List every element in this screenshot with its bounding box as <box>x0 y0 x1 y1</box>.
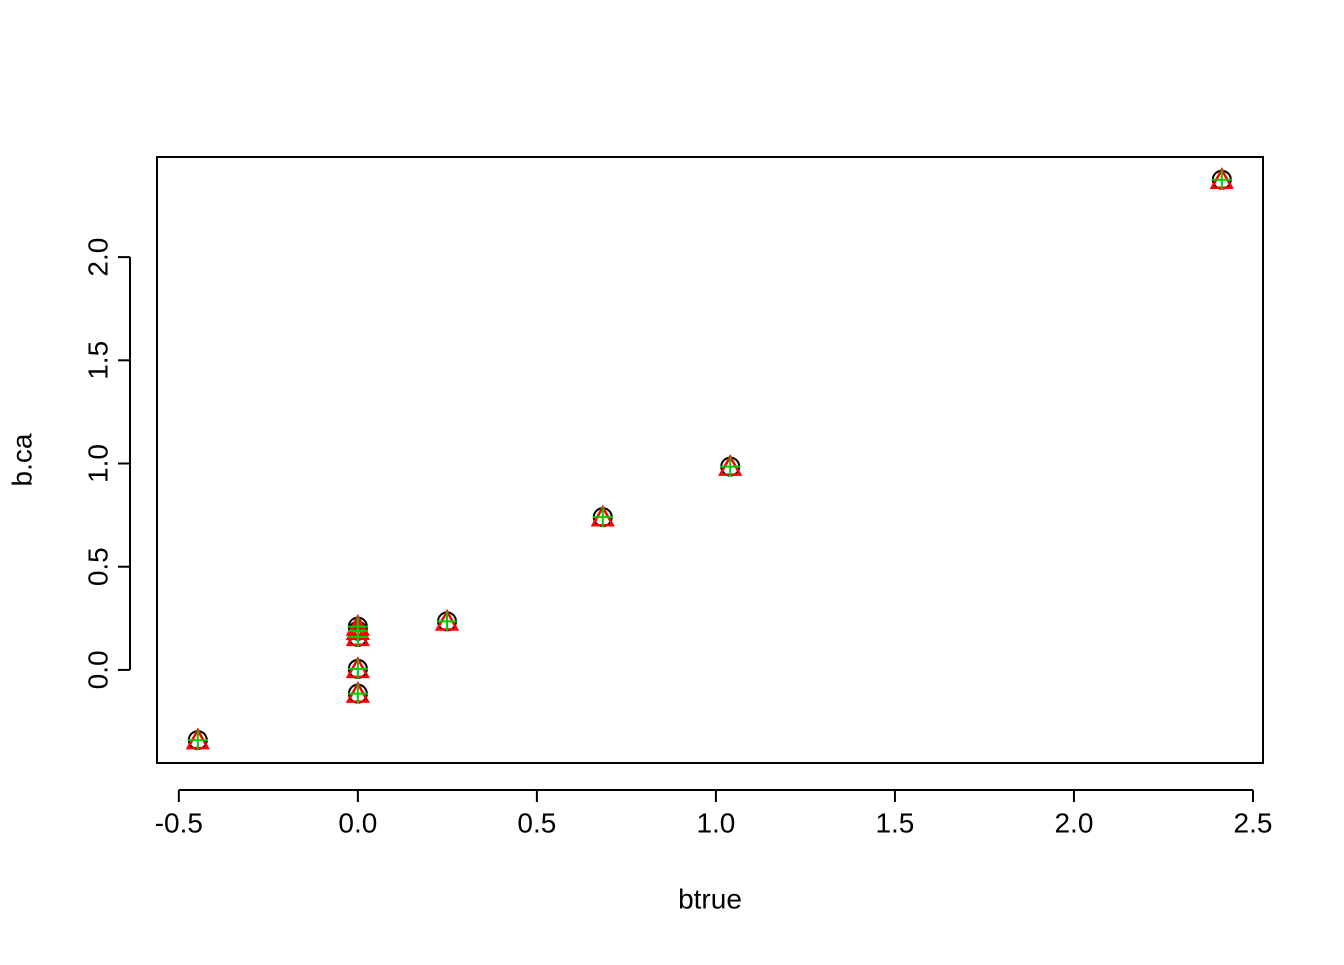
x-tick-label: -0.5 <box>155 807 203 838</box>
y-tick-label: 0.0 <box>82 650 113 689</box>
y-axis-label: b.ca <box>6 433 37 486</box>
x-tick-label: 2.0 <box>1054 807 1093 838</box>
point-plus <box>347 683 368 704</box>
x-tick-label: 2.5 <box>1234 807 1273 838</box>
x-tick-label: 1.5 <box>875 807 914 838</box>
x-axis-label: btrue <box>678 883 742 914</box>
point-plus <box>347 626 368 647</box>
point-plus <box>592 507 613 528</box>
y-tick-label: 2.0 <box>82 238 113 277</box>
y-tick-label: 1.0 <box>82 444 113 483</box>
point-plus <box>347 658 368 679</box>
point-plus <box>720 456 741 477</box>
point-plus <box>1211 169 1232 190</box>
y-tick-label: 0.5 <box>82 547 113 586</box>
x-tick-label: 0.5 <box>517 807 556 838</box>
x-tick-label: 1.0 <box>696 807 735 838</box>
plot-frame <box>156 156 1264 764</box>
x-tick-label: 0.0 <box>338 807 377 838</box>
y-tick-label: 1.5 <box>82 341 113 380</box>
point-plus <box>187 730 208 751</box>
point-plus <box>437 611 458 632</box>
